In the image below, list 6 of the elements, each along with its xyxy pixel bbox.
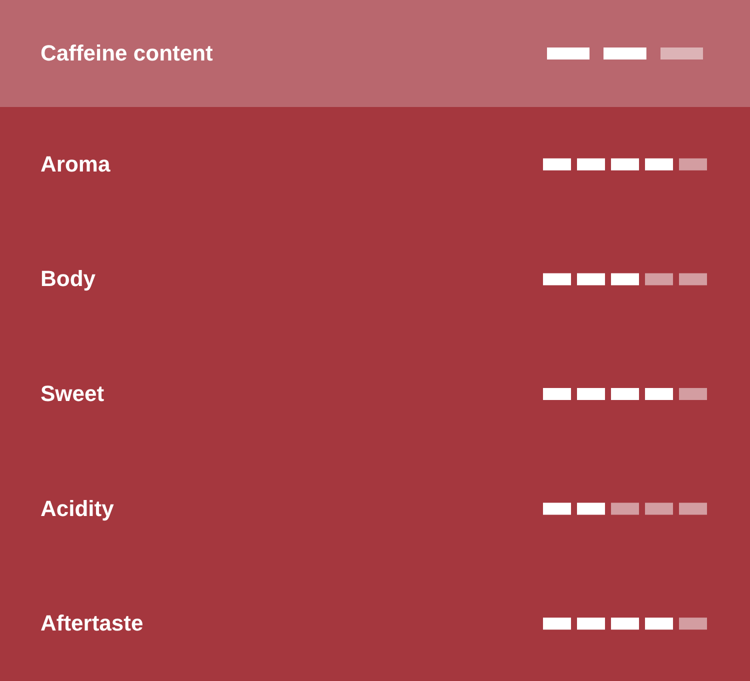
y-tick-label: Body bbox=[40, 266, 96, 292]
y-tick-label: Caffeine content bbox=[40, 40, 214, 66]
y-tick-label: Sweet bbox=[40, 381, 105, 406]
y-tick-label: Acidity bbox=[40, 496, 115, 521]
y-tick-label: Aroma bbox=[40, 151, 111, 176]
y-tick-label: Aftertaste bbox=[40, 610, 144, 636]
